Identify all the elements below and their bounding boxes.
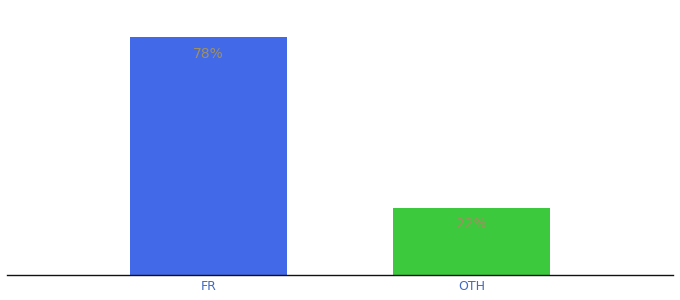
Bar	[392, 208, 550, 275]
Text: 78%: 78%	[193, 46, 224, 61]
Text: 22%: 22%	[456, 217, 487, 231]
Bar	[130, 38, 288, 275]
